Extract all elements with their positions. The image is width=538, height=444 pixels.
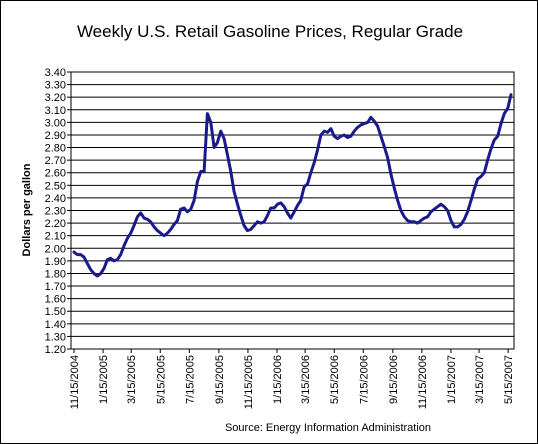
y-tick-label: 2.00 [45, 243, 66, 255]
y-tick-label: 2.20 [45, 218, 66, 230]
x-tick-label: 9/15/2005 [214, 355, 226, 404]
x-tick-label: 11/15/2005 [243, 355, 255, 409]
x-axis-ticks: 11/15/2004 1/15/2005 3/15/2005 5/15/2005 7/1… [69, 349, 515, 409]
x-tick-label: 5/15/2005 [155, 355, 167, 404]
y-tick-label: 2.60 [45, 168, 66, 180]
source-note: Source: Energy Information Administratio… [225, 422, 431, 434]
y-tick-label: 2.40 [45, 193, 66, 205]
y-tick-label: 3.30 [45, 80, 66, 92]
x-tick-label: 1/15/2006 [272, 355, 284, 404]
x-tick-label: 7/15/2006 [358, 355, 370, 404]
x-tick-label: 7/15/2005 [184, 355, 196, 404]
y-tick-label: 2.30 [45, 206, 66, 218]
price-series-line [72, 93, 513, 278]
y-tick-label: 1.20 [45, 344, 66, 356]
x-tick-label: 3/15/2006 [300, 355, 312, 404]
y-tick-label: 3.10 [45, 105, 66, 117]
y-tick-label: 1.40 [45, 319, 66, 331]
y-tick-label: 2.50 [45, 180, 66, 192]
y-tick-label: 1.90 [45, 256, 66, 268]
x-tick-label: 9/15/2006 [388, 355, 400, 404]
y-tick-label: 2.90 [45, 130, 66, 142]
y-tick-label: 1.50 [45, 306, 66, 318]
x-tick-label: 11/15/2006 [417, 355, 429, 409]
y-tick-label: 1.70 [45, 281, 66, 293]
y-tick-label: 2.10 [45, 231, 66, 243]
y-axis-ticks: 1.201.301.401.501.601.701.801.902.002.10… [45, 67, 71, 356]
x-tick-label: 5/15/2007 [503, 355, 515, 404]
y-tick-label: 1.30 [45, 331, 66, 343]
x-tick-label: 1/15/2007 [446, 355, 458, 404]
y-tick-label: 1.80 [45, 268, 66, 280]
y-tick-label: 1.60 [45, 294, 66, 306]
chart-title: Weekly U.S. Retail Gasoline Prices, Regu… [77, 22, 463, 41]
y-tick-label: 2.80 [45, 143, 66, 155]
x-tick-label: 3/15/2007 [474, 355, 486, 404]
y-axis-label: Dollars per gallon [21, 163, 33, 256]
x-tick-label: 11/15/2004 [69, 355, 81, 409]
y-tick-label: 3.40 [45, 67, 66, 79]
y-tick-label: 2.70 [45, 155, 66, 167]
x-tick-label: 5/15/2006 [329, 355, 341, 404]
x-tick-label: 1/15/2005 [98, 355, 110, 404]
series-layer [72, 93, 513, 278]
y-tick-label: 3.20 [45, 92, 66, 104]
y-tick-label: 3.00 [45, 117, 66, 129]
x-tick-label: 3/15/2005 [126, 355, 138, 404]
